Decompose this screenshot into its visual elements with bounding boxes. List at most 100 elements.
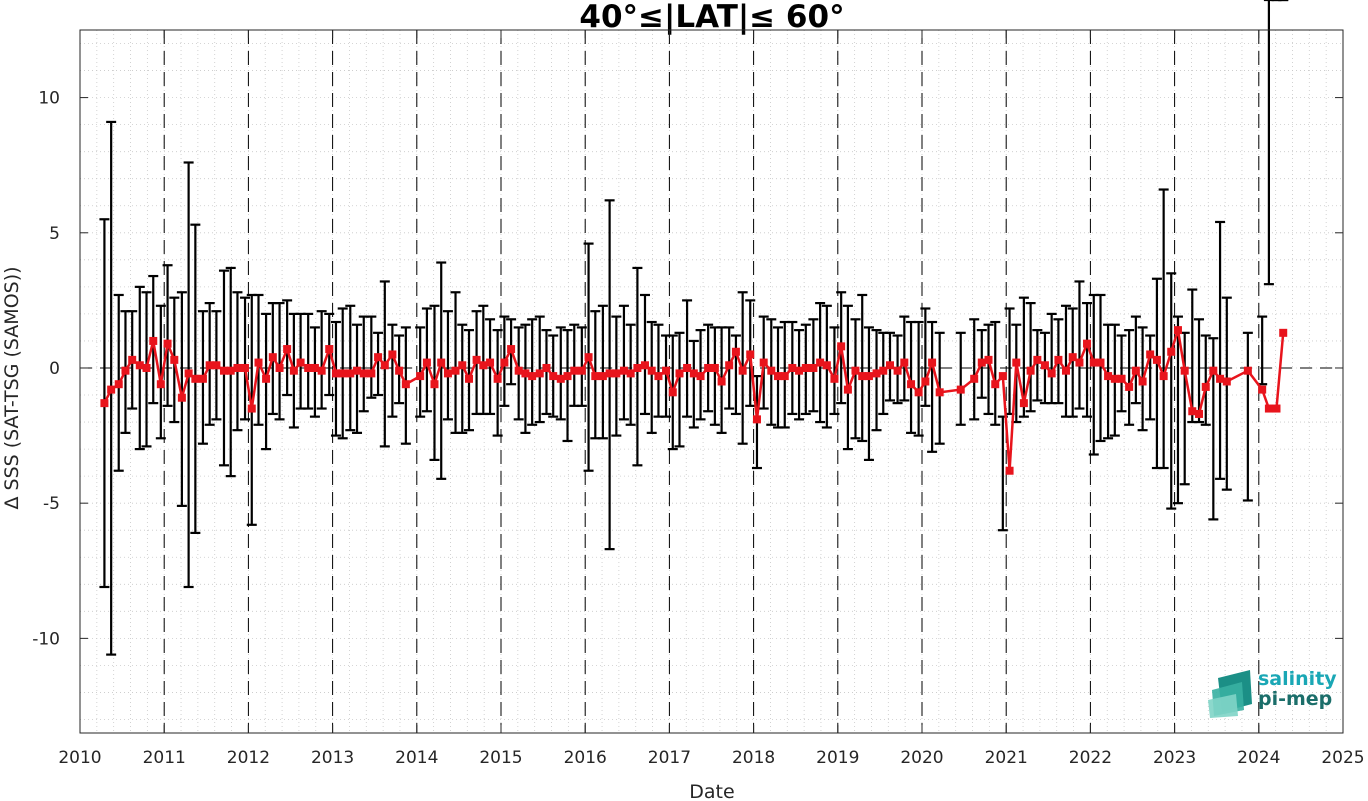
error-bar [387, 323, 398, 418]
data-point [219, 366, 228, 375]
data-point [1209, 366, 1218, 375]
x-tick-label: 2019 [816, 748, 859, 768]
data-point [668, 388, 677, 397]
data-point [388, 350, 397, 359]
error-bar [415, 326, 426, 418]
data-point [1075, 358, 1084, 367]
error-bar [366, 315, 377, 399]
data-point [1104, 372, 1113, 381]
data-point [914, 388, 923, 397]
data-point [837, 342, 846, 351]
logo-line2: pi-mep [1258, 688, 1332, 710]
data-point [830, 374, 839, 383]
error-bar [436, 261, 447, 480]
data-point [1110, 374, 1119, 383]
data-point [514, 366, 523, 375]
error-bar [1200, 334, 1211, 426]
data-point [619, 366, 628, 375]
x-tick-label: 2012 [227, 748, 270, 768]
error-bar [1187, 288, 1198, 424]
data-point [163, 339, 172, 348]
grid [79, 30, 1344, 733]
error-bar [913, 320, 924, 437]
x-tick-label: 2021 [985, 748, 1028, 768]
data-point [535, 369, 544, 378]
data-point [654, 372, 663, 381]
data-point [843, 385, 852, 394]
data-point [767, 366, 776, 375]
data-point [598, 372, 607, 381]
data-point [1201, 382, 1210, 391]
error-bar [829, 326, 840, 416]
error-bar [232, 291, 243, 432]
data-point [696, 372, 705, 381]
data-point [1146, 350, 1155, 359]
error-bar [1025, 301, 1036, 413]
data-point [738, 366, 747, 375]
error-bar [920, 307, 931, 407]
data-point [353, 366, 362, 375]
data-point [683, 363, 692, 372]
chart-title: 40°≤|LAT|≤ 60° [579, 0, 844, 35]
y-axis: -10 -5 0 5 10 [32, 89, 1343, 649]
error-bar [1082, 301, 1093, 418]
data-point [241, 363, 250, 372]
error-bar [857, 293, 868, 443]
data-point [689, 369, 698, 378]
error-bar [990, 320, 1001, 426]
data-point [731, 347, 740, 356]
data-point [704, 363, 713, 372]
data-point [184, 369, 193, 378]
mean-series-markers [100, 326, 1288, 475]
error-bars [99, 0, 1289, 656]
data-point [1279, 328, 1288, 337]
data-point [1159, 372, 1168, 381]
data-point [556, 374, 565, 383]
error-bar [345, 304, 356, 432]
error-bar [618, 304, 629, 421]
error-bar [906, 320, 917, 434]
data-point [1117, 374, 1126, 383]
error-bar [309, 326, 320, 418]
data-point [1019, 399, 1028, 408]
data-point [374, 353, 383, 362]
error-bar [1194, 318, 1205, 424]
data-point [443, 369, 452, 378]
data-point [479, 361, 488, 370]
error-bar [352, 323, 363, 434]
data-point [1195, 409, 1204, 418]
data-point [359, 369, 368, 378]
x-tick-label: 2018 [732, 748, 775, 768]
error-bar [520, 323, 531, 434]
error-bar [1215, 220, 1226, 480]
data-point [493, 374, 502, 383]
data-point [746, 350, 755, 359]
y-tick-label: 0 [49, 359, 60, 379]
data-point [430, 380, 439, 389]
error-bar [674, 331, 685, 448]
error-bar [730, 334, 741, 416]
error-bar [576, 326, 587, 407]
data-point [100, 399, 109, 408]
data-point [1012, 358, 1021, 367]
data-point [367, 369, 376, 378]
data-point [170, 355, 179, 364]
error-bar [162, 264, 173, 407]
data-point [612, 369, 621, 378]
data-point [212, 361, 221, 370]
data-point [991, 380, 1000, 389]
data-point [528, 372, 537, 381]
data-point [1243, 366, 1252, 375]
data-point [998, 372, 1007, 381]
data-point [752, 415, 761, 424]
data-point [759, 358, 768, 367]
error-bar [442, 310, 453, 421]
error-bar [646, 320, 657, 434]
data-point [1026, 366, 1035, 375]
data-point [310, 363, 319, 372]
x-tick-label: 2011 [143, 748, 186, 768]
data-point [563, 372, 572, 381]
error-bar [1172, 315, 1183, 505]
data-point [809, 363, 818, 372]
data-point [928, 358, 937, 367]
